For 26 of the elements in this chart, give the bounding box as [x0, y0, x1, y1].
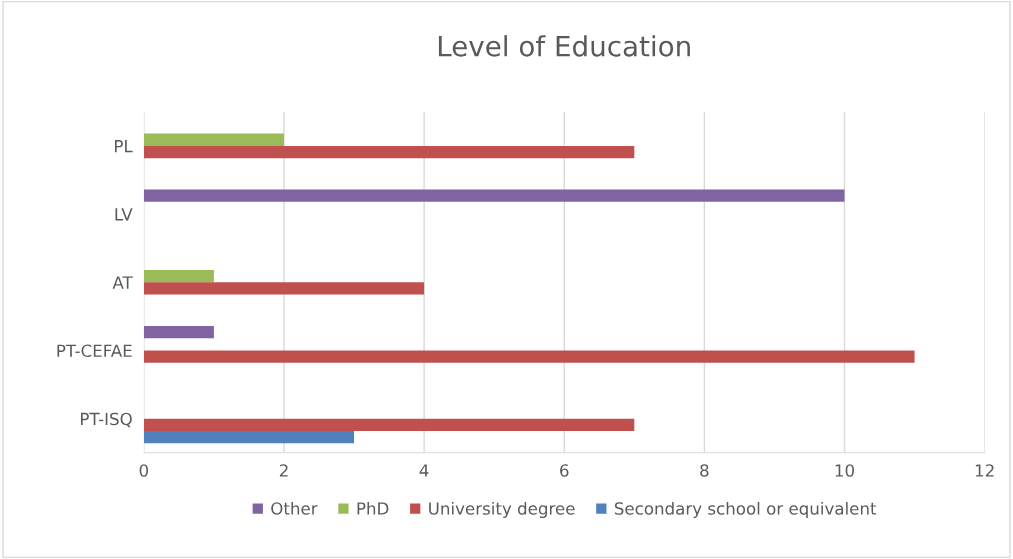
x-tick-label: 8: [700, 464, 709, 477]
bar: [143, 270, 214, 283]
y-tick-label: PL: [115, 140, 133, 153]
bar: [143, 350, 915, 363]
y-tick-label: AT: [112, 276, 133, 289]
bar: [143, 430, 355, 444]
bar: [143, 189, 845, 202]
bar: [143, 325, 214, 339]
x-tick-label: 12: [975, 464, 994, 477]
x-tick-label: 6: [560, 464, 569, 477]
bar: [143, 282, 425, 295]
x-tick-label: 0: [139, 464, 149, 477]
y-tick-label: LV: [115, 208, 133, 221]
bar: [143, 133, 284, 146]
chart-title: Level of Education: [438, 35, 690, 57]
legend-label: PhD: [357, 501, 389, 515]
bar: [143, 145, 635, 159]
x-tick-label: 4: [419, 464, 429, 477]
x-tick-label: 10: [835, 464, 854, 477]
x-tick-label: 2: [279, 464, 288, 477]
bar: [143, 418, 635, 431]
legend-label: Other: [271, 501, 318, 515]
legend-label: University degree: [429, 501, 575, 519]
y-tick-label: PT-ISQ: [81, 412, 132, 428]
y-tick-label: PT-CEFAE: [57, 344, 132, 358]
legend-label: Secondary school or equivalent: [614, 501, 877, 519]
